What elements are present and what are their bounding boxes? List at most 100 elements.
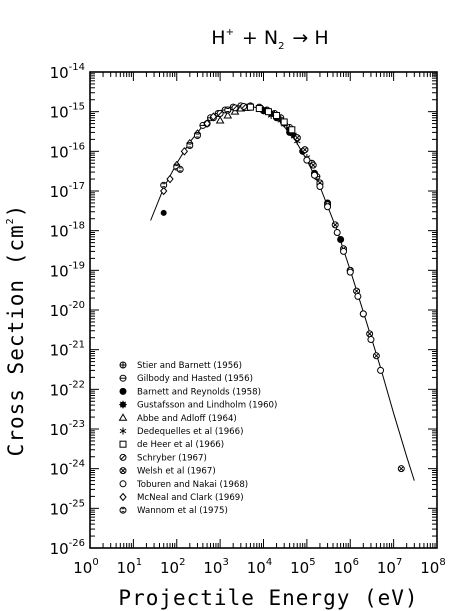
legend-label-0: Stier and Barnett (1956): [137, 361, 242, 371]
legend-label-5: Dedequelles et al (1966): [137, 427, 243, 437]
legend-label-4: Abbe and Adloff (1964): [137, 414, 237, 424]
y-tick-label: 10-14: [50, 62, 85, 82]
x-tick-label: 106: [334, 557, 359, 577]
data-point-series-6: [264, 108, 272, 116]
legend-label-7: Schryber (1967): [137, 453, 207, 463]
data-point-series-8: [331, 221, 339, 229]
fit-curve: [150, 105, 415, 481]
data-point-series-12: [160, 209, 167, 216]
data-point-series-9: [354, 292, 362, 300]
data-point-series-10: [180, 147, 189, 156]
data-point-series-11: [186, 142, 194, 150]
y-tick-label: 10-18: [50, 221, 85, 241]
data-point-series-9: [324, 203, 332, 211]
data-point-series-7: [216, 109, 224, 117]
data-point-series-10: [203, 119, 211, 128]
data-point-series-9: [367, 336, 375, 344]
y-tick-label: 10-15: [50, 102, 85, 122]
data-point-series-11: [176, 165, 184, 173]
y-tick-labels: 10-14 10-15 10-16 10-17 10-18 10-19 10-20 10-21…: [50, 62, 85, 558]
x-tick-label: 101: [117, 557, 142, 577]
x-tick-label: 104: [247, 557, 272, 577]
y-tick-label: 10-26: [50, 538, 85, 558]
legend-marker-9: [119, 480, 127, 488]
data-point-series-8: [293, 134, 301, 142]
data-point-series-11: [160, 181, 168, 189]
legend-label-11: Wannom et al (1975): [137, 506, 228, 516]
data-point-series-7: [240, 102, 248, 110]
legend-label-10: McNeal and Clark (1969): [137, 493, 244, 503]
y-tick-label: 10-16: [50, 141, 85, 161]
legend-marker-11: [119, 506, 127, 514]
data-point-series-11: [193, 132, 201, 140]
data-point-series-6: [246, 103, 254, 111]
axis-ticks: [89, 71, 438, 549]
data-point-series-2: [337, 235, 345, 243]
legend-label-2: Barnett and Reynolds (1958): [137, 387, 261, 397]
legend-label-1: Gilbody and Hasted (1956): [137, 374, 253, 384]
chart-title-text: H+ + N2 → H: [211, 27, 328, 52]
data-point-series-6: [273, 112, 281, 120]
data-point-series-10: [209, 112, 218, 121]
data-point-series-9: [311, 171, 319, 179]
data-point-series-6: [288, 126, 296, 134]
x-axis-title-text: Projectile Energy (eV): [118, 586, 418, 610]
data-point-series-9: [377, 366, 385, 374]
data-point-series-8: [397, 465, 405, 473]
y-tick-label: 10-17: [50, 181, 85, 201]
data-point-series-8: [309, 161, 317, 169]
legend-marker-5: [119, 427, 127, 435]
data-point-series-10: [166, 174, 174, 184]
legend-marker-0: [119, 361, 127, 369]
data-point-series-4: [223, 111, 233, 119]
y-axis-title-text: Cross Section (cm2): [4, 204, 28, 457]
legend-marker-7: [119, 453, 127, 461]
data-point-series-8: [301, 146, 309, 154]
legend-marker-8: [119, 467, 127, 475]
x-tick-labels: 100 101 102 103 104 105 106 107 108: [73, 557, 445, 577]
x-tick-label: 108: [420, 557, 445, 577]
legend-label-8: Welsh et al (1967): [137, 467, 216, 477]
data-point-series-6: [255, 105, 263, 113]
y-tick-label: 10-22: [50, 379, 85, 399]
legend-label-6: de Heer et al (1966): [137, 440, 224, 450]
data-point-series-4: [215, 115, 225, 124]
data-point-series-8: [366, 330, 374, 338]
y-tick-label: 10-19: [50, 260, 85, 280]
legend-marker-2: [119, 387, 127, 395]
y-tick-label: 10-20: [50, 300, 85, 320]
x-tick-label: 107: [377, 557, 402, 577]
data-point-series-9: [346, 268, 354, 276]
legend-marker-10: [119, 492, 127, 502]
legend-marker-3: [119, 400, 127, 409]
data-point-series-6: [280, 118, 288, 126]
data-point-series-7: [231, 104, 239, 112]
data-points: [160, 102, 405, 473]
data-point-series-9: [303, 156, 311, 164]
data-point-series-9: [316, 182, 324, 190]
legend-label-3: Gustafsson and Lindholm (1960): [137, 401, 277, 411]
data-point-series-8: [372, 352, 380, 360]
legend-label-9: Toburen and Nakai (1968): [136, 480, 248, 490]
data-point-series-9: [359, 310, 367, 318]
y-tick-label: 10-25: [50, 498, 85, 518]
y-axis-title: Cross Section (cm2): [4, 204, 28, 457]
legend-marker-6: [119, 440, 127, 448]
data-point-series-10: [160, 186, 168, 196]
x-tick-label: 103: [203, 557, 228, 577]
data-point-series-11: [224, 106, 232, 114]
x-axis-title: Projectile Energy (eV): [118, 586, 418, 610]
data-point-series-9: [333, 228, 341, 236]
legend-marker-1: [119, 374, 127, 382]
legend-marker-4: [118, 413, 128, 421]
x-tick-label: 105: [290, 557, 315, 577]
legend: Stier and Barnett (1956) Gilbody and Hast…: [118, 361, 277, 516]
data-point-series-9: [340, 247, 348, 255]
y-tick-label: 10-24: [50, 459, 85, 479]
y-tick-label: 10-21: [50, 340, 85, 360]
chart-title: H+ + N2 → H: [211, 27, 328, 52]
x-tick-label: 102: [160, 557, 185, 577]
y-tick-label: 10-23: [50, 419, 85, 439]
x-tick-label: 100: [73, 557, 98, 577]
